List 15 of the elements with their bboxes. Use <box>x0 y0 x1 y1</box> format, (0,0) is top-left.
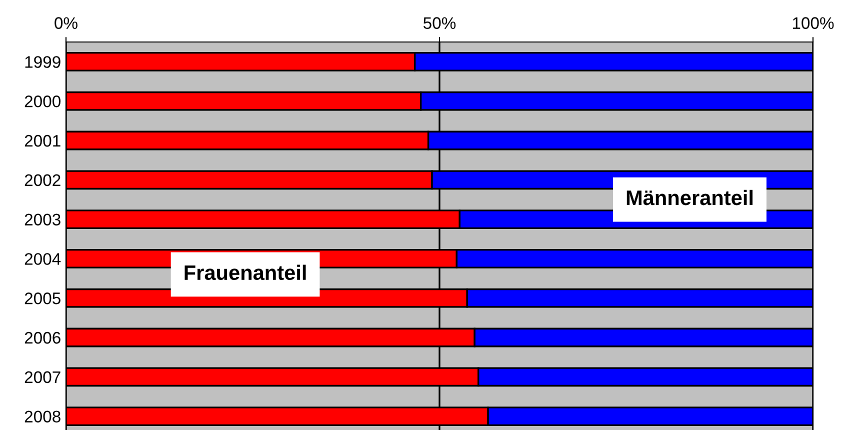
x-tick-label: 100% <box>792 17 834 29</box>
y-tick-label: 2004 <box>24 253 61 265</box>
y-tick-label: 2002 <box>24 174 60 186</box>
y-tick-label: 2007 <box>24 371 60 384</box>
y-tick-label: 2003 <box>24 214 60 226</box>
x-tick-label: 0% <box>54 17 78 29</box>
y-tick-label: 2006 <box>24 332 60 344</box>
y-tick-label: 2008 <box>24 410 60 423</box>
y-tick-label: 2001 <box>24 134 60 147</box>
series-label: Frauenanteil <box>184 264 306 280</box>
series-label: Männeranteil <box>626 190 753 206</box>
y-tick-label: 1999 <box>25 56 60 68</box>
x-tick-label: 50% <box>423 17 456 29</box>
y-tick-label: 2005 <box>24 292 60 304</box>
y-tick-label: 2000 <box>24 96 60 108</box>
